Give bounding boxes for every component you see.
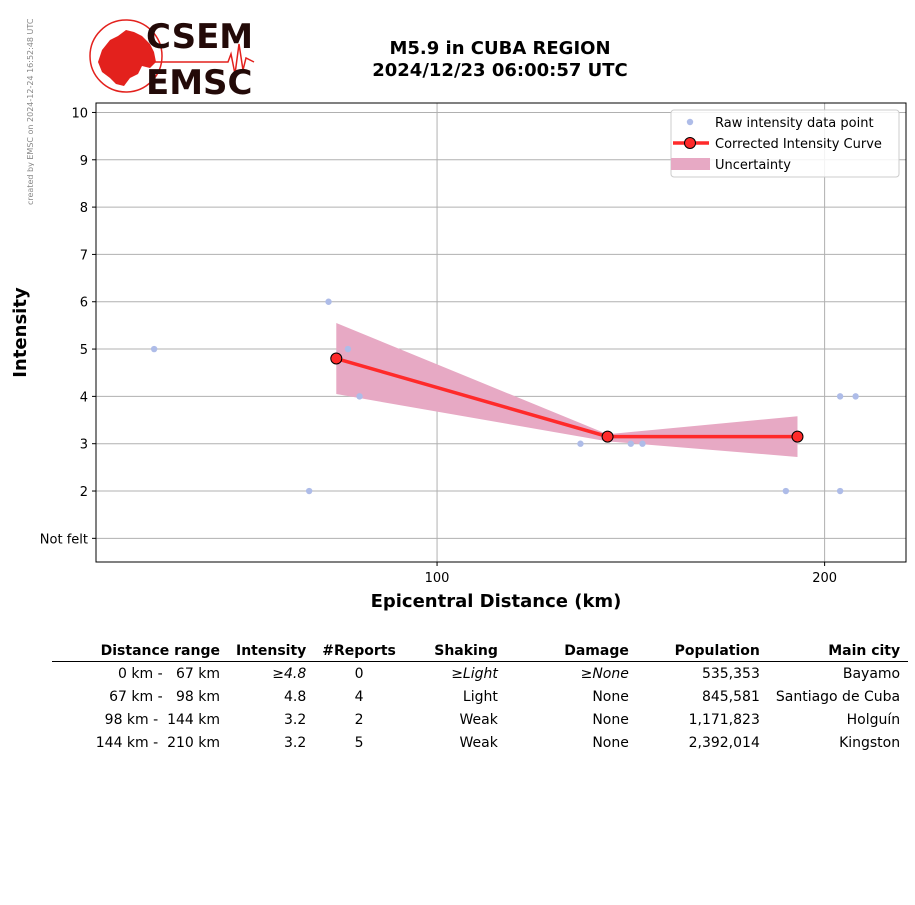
table-header-cell: Population xyxy=(636,640,768,662)
table-header-cell: Damage xyxy=(505,640,637,662)
raw-intensity-point xyxy=(356,393,363,400)
x-axis-label: Epicentral Distance (km) xyxy=(371,591,622,612)
table-row: 98 km - 144 km 3.2 2 Weak None 1,171,823 Holgu… xyxy=(52,708,908,731)
table-cell: None xyxy=(592,712,629,728)
legend-curve-marker xyxy=(684,137,696,149)
legend-box xyxy=(670,109,900,178)
table-cell: Light xyxy=(462,689,498,705)
y-tick-label: 4 xyxy=(80,390,88,405)
uncertainty-band xyxy=(336,323,798,457)
x-tick-label: 200 xyxy=(812,571,837,586)
table-cell: Weak xyxy=(459,712,498,728)
y-tick-label: 3 xyxy=(80,438,88,453)
table-header-cell: #Reports xyxy=(314,640,404,662)
logo-text-csem: CSEM xyxy=(146,17,253,57)
table-cell: 845,581 xyxy=(701,689,760,705)
y-tick-label: 2 xyxy=(80,485,88,500)
corrected-curve-point xyxy=(791,430,804,443)
y-tick-label: 5 xyxy=(80,343,88,358)
table-cell: 5 xyxy=(354,735,364,751)
creation-note-text: created by EMSC on 2024-12-24 16:52:48 U… xyxy=(26,18,34,205)
table-cell: 535,353 xyxy=(701,666,760,682)
raw-intensity-point xyxy=(639,440,646,447)
corrected-curve-point xyxy=(601,430,614,443)
title-event: M5.9 in CUBA REGION xyxy=(389,38,611,59)
table-cell: 0 xyxy=(354,666,364,682)
raw-intensity-point xyxy=(344,345,352,353)
y-axis-label: Intensity xyxy=(10,287,31,378)
csem-emsc-logo: CSEM EMSC xyxy=(89,17,255,100)
corrected-curve-point xyxy=(330,352,343,365)
table-cell: 4 xyxy=(354,689,364,705)
raw-intensity-point xyxy=(782,487,790,495)
legend-raw-marker xyxy=(686,118,694,126)
legend-entry: Uncertainty xyxy=(715,158,791,173)
table-cell: 98 km - 144 km xyxy=(104,712,220,728)
table-cell: 2 xyxy=(354,712,364,728)
raw-intensity-point xyxy=(836,487,844,495)
raw-intensity-point xyxy=(325,298,332,305)
table-row: 67 km - 98 km 4.8 4 Light None 845,581 Santiag… xyxy=(52,685,908,708)
table-cell: 144 km - 210 km xyxy=(95,735,220,751)
y-tick-label: 10 xyxy=(71,106,88,121)
legend-entry: Corrected Intensity Curve xyxy=(715,137,882,152)
table-cell: 2,392,014 xyxy=(688,735,760,751)
table-row: 144 km - 210 km 3.2 5 Weak None 2,392,014 King… xyxy=(52,731,908,754)
raw-intensity-point xyxy=(627,440,635,447)
y-tick-label: 8 xyxy=(80,201,88,216)
legend-uncertainty-swatch xyxy=(671,158,710,170)
table-header-cell: Distance range xyxy=(52,640,228,662)
intensity-summary-table: Distance range Intensity #Reports Shaking Da… xyxy=(52,640,909,755)
table-header-cell: Intensity xyxy=(228,640,315,662)
table-cell: 4.8 xyxy=(284,689,307,705)
table-cell: 1,171,823 xyxy=(688,712,760,728)
raw-intensity-point xyxy=(305,487,313,495)
legend-entry: Raw intensity data point xyxy=(715,116,874,131)
table-cell: Bayamo xyxy=(842,666,901,682)
y-tick-label: 6 xyxy=(80,296,88,311)
table-header-cell: Main city xyxy=(767,640,909,662)
y-tick-label: Not felt xyxy=(40,532,88,547)
table-cell: 0 km - 67 km xyxy=(118,666,220,682)
table-cell: 3.2 xyxy=(284,735,307,751)
table-cell: ≥4.8 xyxy=(272,666,307,682)
title-datetime: 2024/12/23 06:00:57 UTC xyxy=(372,60,628,81)
table-cell: Santiago de Cuba xyxy=(775,689,901,705)
raw-intensity-point xyxy=(836,393,844,400)
raw-intensity-point xyxy=(150,345,158,353)
intensity-chart: Not felt 2 3 4 5 6 7 8 9 10 100 200 Epicentral Dista… xyxy=(10,102,907,612)
table-cell: None xyxy=(592,689,629,705)
table-cell: ≥None xyxy=(580,666,629,682)
y-tick-label: 9 xyxy=(80,154,88,169)
table-cell: Weak xyxy=(459,735,498,751)
creation-note: created by EMSC on 2024-12-24 16:52:48 U… xyxy=(26,18,34,205)
table-header-cell: Shaking xyxy=(403,640,506,662)
raw-intensity-point xyxy=(852,393,859,400)
table-cell: 67 km - 98 km xyxy=(109,689,220,705)
logo-text-emsc: EMSC xyxy=(146,63,253,100)
table-row: 0 km - 67 km ≥4.8 0 ≥Light ≥None 535,353 Bayam… xyxy=(52,662,908,686)
plot-frame xyxy=(95,102,907,563)
x-tick-label: 100 xyxy=(425,571,450,586)
chart-title: M5.9 in CUBA REGION 2024/12/23 06:00:57 … xyxy=(300,38,700,82)
raw-intensity-point xyxy=(577,440,584,447)
logo-map-shape xyxy=(98,30,156,86)
table-cell: 3.2 xyxy=(284,712,307,728)
table-cell: Kingston xyxy=(839,735,901,751)
table-cell: ≥Light xyxy=(451,666,498,682)
table-cell: None xyxy=(592,735,629,751)
y-tick-label: 7 xyxy=(80,248,88,263)
table-body: 0 km - 67 km ≥4.8 0 ≥Light ≥None 535,353 Bayam… xyxy=(52,662,908,755)
table-header-row: Distance range Intensity #Reports Shaking Da… xyxy=(52,640,909,662)
table-cell: Holguín xyxy=(846,712,901,728)
